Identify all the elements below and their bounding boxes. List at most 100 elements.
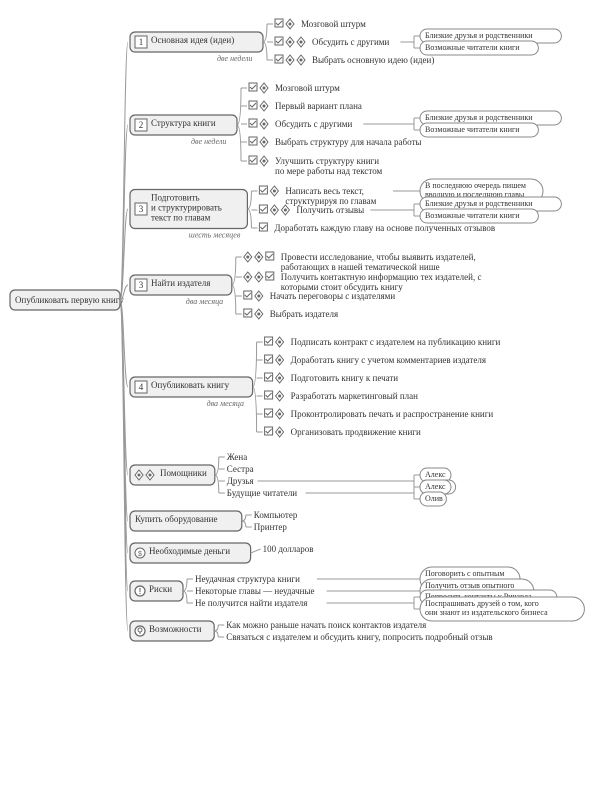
child-label: Сестра — [227, 464, 254, 474]
child-label: Разработать маркетинговый план — [291, 391, 419, 401]
bulb-icon — [270, 186, 278, 196]
box-icon — [249, 137, 257, 145]
money-icon: $ — [135, 548, 145, 558]
sub-label: Возможные читатели книги — [425, 125, 520, 134]
sub-label: они знают из издательского бизнеса — [425, 608, 548, 617]
child-label: Выбрать издателя — [270, 309, 338, 319]
bracket — [215, 457, 219, 493]
child-label: Подписать контракт с издателем на публик… — [291, 337, 501, 347]
bulb-icon — [276, 409, 284, 419]
branch-label: Подготовить — [151, 193, 200, 203]
child-label: Проконтролировать печать и распространен… — [291, 409, 494, 419]
sub-label: В последнюю очередь пишем — [425, 181, 526, 190]
branch-label: Основная идея (идеи) — [151, 35, 234, 45]
branch-label: Найти издателя — [151, 278, 210, 288]
child-label: Связаться с издателем и обсудить книгу, … — [226, 632, 492, 642]
bulb-icon — [270, 205, 278, 215]
bulb-icon — [276, 337, 284, 347]
box-icon — [259, 223, 267, 231]
child-label: Обсудить с другими — [312, 37, 389, 47]
bracket — [183, 579, 187, 603]
child-label: Компьютер — [254, 510, 298, 520]
duration-label: два месяца — [186, 297, 223, 306]
child-label: Жена — [227, 452, 247, 462]
child-label: Улучшить структуру книги — [275, 156, 379, 166]
child-label: Организовать продвижение книги — [291, 427, 421, 437]
duration-label: два месяца — [207, 399, 244, 408]
sub-label: Алекс — [425, 470, 446, 479]
number-label: 1 — [139, 37, 144, 47]
duration-label: две недели — [191, 137, 226, 146]
bulb-icon — [260, 156, 268, 166]
tick — [251, 549, 261, 553]
box-icon — [249, 83, 257, 91]
bulb-icon — [260, 83, 268, 93]
box-icon — [265, 355, 273, 363]
box-icon — [275, 37, 283, 45]
idea-icon — [135, 626, 145, 636]
child-label: Некоторые главы — неудачные — [195, 586, 315, 596]
bulb-icon — [255, 291, 263, 301]
bulb-icon — [276, 427, 284, 437]
child-label: 100 долларов — [263, 544, 314, 554]
sub-label: Олив — [425, 494, 443, 503]
bulb-icon — [286, 37, 294, 47]
number-label: 4 — [139, 382, 144, 392]
child-label: Доработать каждую главу на основе получе… — [274, 223, 495, 233]
child-label: Получить отзывы — [296, 205, 364, 215]
sub-label: Близкие друзья и родственники — [425, 31, 533, 40]
bulb-icon — [276, 391, 284, 401]
branch-label: Помощники — [160, 468, 207, 478]
box-icon — [265, 373, 273, 381]
bracket — [242, 515, 246, 527]
bulb-icon — [255, 309, 263, 319]
child-label: Получить контактную информацию тех издат… — [281, 272, 482, 282]
bulb-icon — [276, 355, 284, 365]
sub-label: Близкие друзья и родственники — [425, 113, 533, 122]
warn-icon: ! — [135, 586, 145, 596]
bulb-icon — [244, 252, 252, 262]
bulb-icon — [276, 373, 284, 383]
box-icon — [244, 309, 252, 317]
box-icon — [259, 186, 267, 194]
bulb-icon — [260, 137, 268, 147]
child-label: Неудачная структура книги — [195, 574, 300, 584]
child-label: Мозговой штурм — [301, 19, 366, 29]
sub-label: Близкие друзья и родственники — [425, 199, 533, 208]
box-icon — [249, 119, 257, 127]
sub-label: Возможные читатели книги — [425, 211, 520, 220]
box-icon — [259, 205, 267, 213]
box-icon — [244, 291, 252, 299]
box-icon — [266, 272, 274, 280]
sub-label: Поговорить с опытным — [425, 569, 504, 578]
root-label: Опубликовать первую книгу — [15, 295, 124, 305]
bulb-icon — [255, 252, 263, 262]
bulb-icon — [255, 272, 263, 282]
child-label: Как можно раньше начать поиск контактов … — [226, 620, 426, 630]
sub-label: Возможные читатели книги — [425, 43, 520, 52]
child-label: Не получится найти издателя — [195, 598, 307, 608]
child-label: по мере работы над текстом — [275, 166, 383, 176]
child-label: работающих в нашей тематической нише — [281, 262, 440, 272]
child-label: Начать переговоры с издателями — [270, 291, 396, 301]
branch-label: Необходимые деньги — [149, 546, 230, 556]
sub-label: Получить отзыв опытного — [425, 581, 514, 590]
duration-label: две недели — [217, 54, 252, 63]
child-label: Мозговой штурм — [275, 83, 340, 93]
child-label: Друзья — [227, 476, 254, 486]
child-label: Принтер — [254, 522, 288, 532]
child-label: Доработать книгу с учетом комментариев и… — [291, 355, 486, 365]
number-label: 3 — [139, 204, 144, 214]
box-icon — [265, 427, 273, 435]
bracket — [263, 24, 267, 60]
branch-label: Риски — [149, 584, 172, 594]
svg-text:!: ! — [139, 587, 142, 596]
branch-label: Структура книги — [151, 118, 216, 128]
number-label: 2 — [139, 120, 144, 130]
branch-label: и структурировать — [151, 203, 222, 213]
bracket — [232, 257, 236, 314]
box-icon — [265, 409, 273, 417]
bulb-icon — [297, 55, 305, 65]
child-label: Первый вариант плана — [275, 101, 362, 111]
duration-label: шесть месяцев — [189, 231, 241, 240]
